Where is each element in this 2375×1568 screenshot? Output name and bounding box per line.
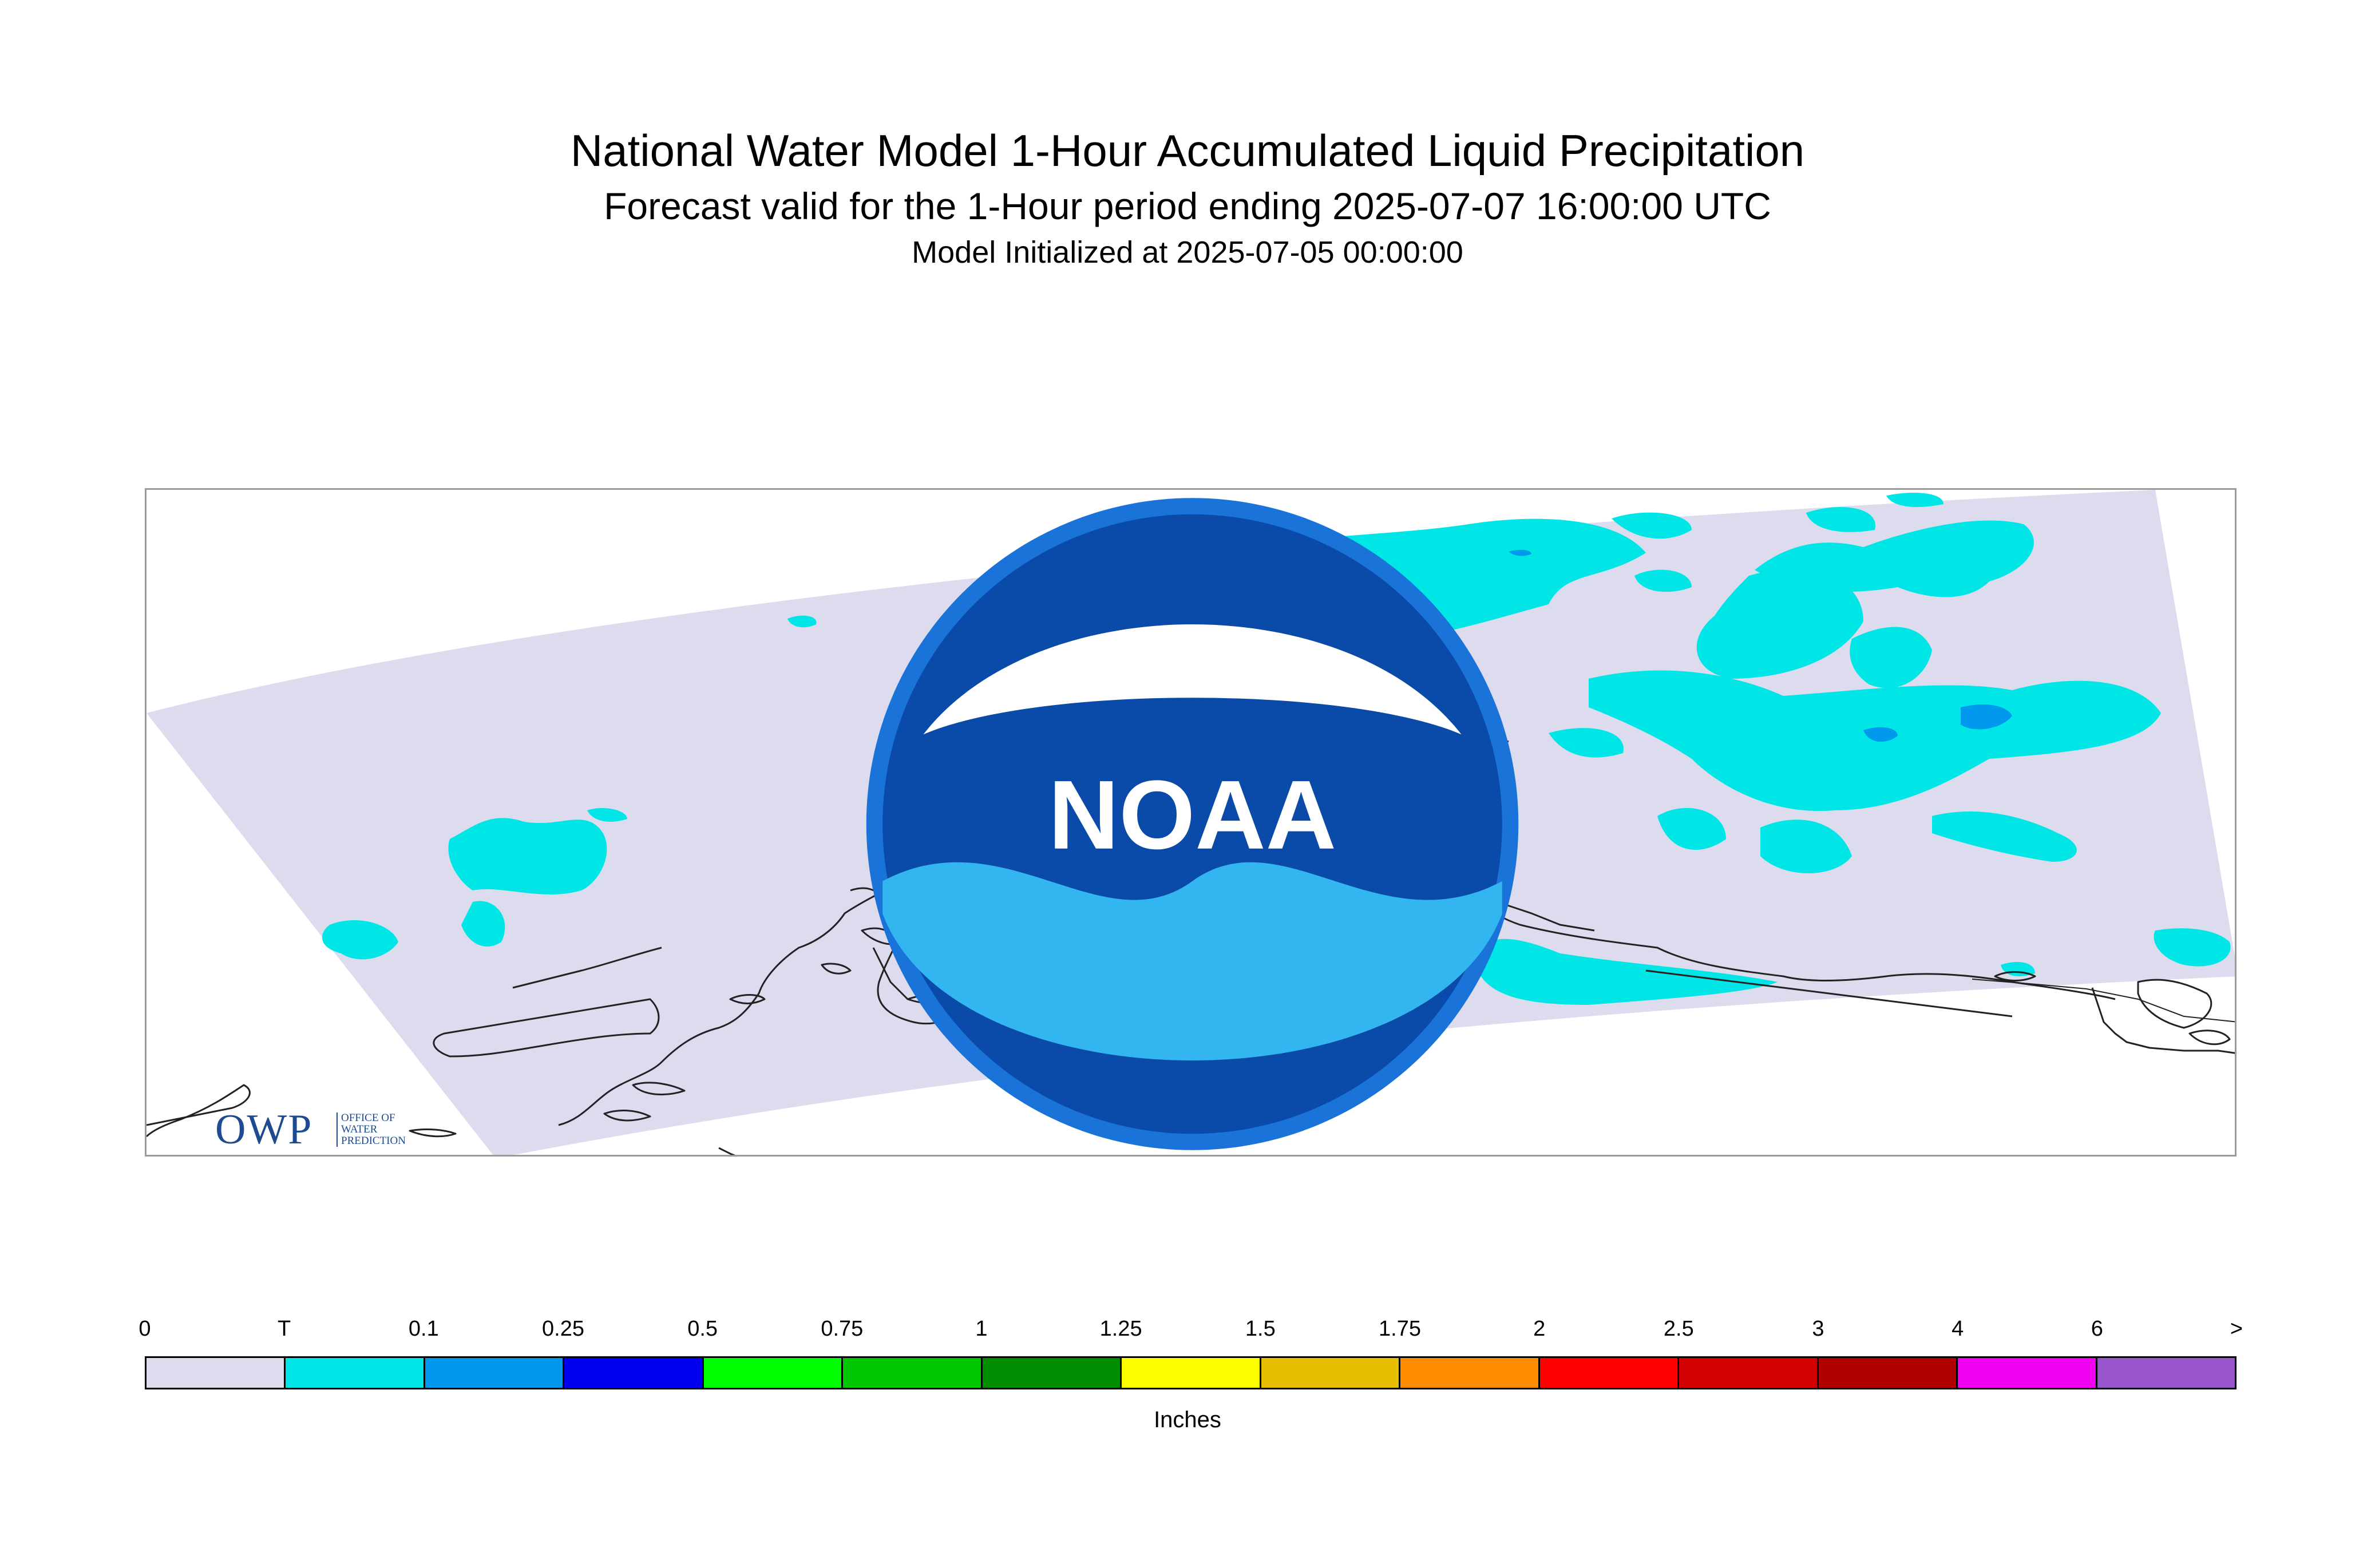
legend-swatch <box>982 1358 1122 1388</box>
legend-label: 1.25 <box>1099 1317 1142 1341</box>
legend-swatch <box>1400 1358 1540 1388</box>
noaa-logo: NOAA <box>866 498 1519 1150</box>
trace-precip-area <box>1886 493 1943 507</box>
legend-colorbar <box>145 1356 2237 1389</box>
coastline <box>512 947 662 989</box>
coastline <box>2188 1030 2231 1046</box>
coastline <box>2091 987 2235 1054</box>
legend-swatch <box>286 1358 425 1388</box>
legend-label: 2.5 <box>1663 1317 1694 1341</box>
coastline <box>718 1147 736 1155</box>
owp-logo-text-line: PREDICTION <box>341 1135 406 1147</box>
trace-precip-area <box>1850 627 1932 688</box>
legend-label: 1 <box>975 1317 988 1341</box>
trace-precip-area <box>1932 811 2077 862</box>
coastline <box>1645 969 2013 1017</box>
trace-precip-area <box>2154 928 2231 967</box>
owp-logo-text-line: WATER <box>341 1123 378 1135</box>
coastline <box>2137 979 2212 1029</box>
coastline <box>147 1084 251 1138</box>
coastline <box>821 963 852 975</box>
owp-logo-text: OFFICE OF WATER PREDICTION <box>337 1112 433 1147</box>
legend-label: 1.75 <box>1379 1317 1421 1341</box>
legend-label: 0 <box>138 1317 151 1341</box>
legend-label: 6 <box>2091 1317 2103 1341</box>
legend-label: 4 <box>1952 1317 1964 1341</box>
legend-swatch <box>147 1358 286 1388</box>
owp-logo: OWP OFFICE OF WATER PREDICTION <box>215 1108 421 1154</box>
legend-label: 0.25 <box>542 1317 584 1341</box>
coastline <box>1994 971 2036 981</box>
trace-precip-area <box>587 807 627 822</box>
border-line <box>1972 979 2235 1023</box>
trace-precip-area <box>322 920 398 960</box>
trace-precip-area <box>1634 569 1692 592</box>
legend-label: 2 <box>1533 1317 1546 1341</box>
legend-swatch <box>1261 1358 1401 1388</box>
coastline <box>632 1082 686 1096</box>
coastline <box>433 998 660 1058</box>
noaa-logo-text: NOAA <box>1048 761 1336 870</box>
legend-label: T <box>278 1317 291 1341</box>
trace-precip-area <box>787 615 817 628</box>
trace-precip-area <box>1657 807 1726 850</box>
light-precip-area <box>1863 727 1898 742</box>
legend-swatch <box>703 1358 844 1388</box>
trace-precip-area <box>1760 819 1852 873</box>
owp-logo-mark: OWP <box>215 1106 313 1153</box>
trace-precip-area <box>1806 507 1875 532</box>
map-title: National Water Model 1-Hour Accumulated … <box>570 125 1805 176</box>
owp-logo-text-line: OFFICE OF <box>341 1112 395 1124</box>
legend-swatch <box>1818 1358 1958 1388</box>
trace-precip-area <box>1549 728 1624 758</box>
legend-swatch <box>1539 1358 1680 1388</box>
legend-swatch <box>564 1358 704 1388</box>
legend-label: > <box>2230 1317 2243 1341</box>
legend-swatch <box>843 1358 983 1388</box>
legend-label: 0.1 <box>408 1317 439 1341</box>
legend-labels: 0 T 0.1 0.25 0.5 0.75 1 1.25 1.5 1.75 2 2.5 3 4 6 > <box>0 1316 2375 1351</box>
coastline <box>729 994 766 1004</box>
trace-precip-area <box>1755 520 2034 597</box>
trace-precip-area <box>1696 569 1863 679</box>
trace-precip-area <box>1612 512 1692 539</box>
trace-precip-area <box>461 901 505 947</box>
map-panel: OWP OFFICE OF WATER PREDICTION NOAA <box>145 488 2237 1157</box>
light-precip-area <box>1509 549 1531 556</box>
legend-swatch <box>2097 1358 2235 1388</box>
light-precip-area <box>1961 704 2012 730</box>
model-init-time: Model Initialized at 2025-07-05 00:00:00 <box>912 235 1463 270</box>
legend-swatch <box>425 1358 565 1388</box>
coastline <box>603 1110 651 1122</box>
trace-precip-area <box>1476 939 1778 1005</box>
trace-precip-area <box>448 818 607 895</box>
legend-label: 3 <box>1812 1317 1824 1341</box>
map-subtitle: Forecast valid for the 1-Hour period end… <box>604 185 1771 227</box>
legend-label: 0.75 <box>821 1317 864 1341</box>
legend-swatch <box>1122 1358 1261 1388</box>
coastline <box>872 947 909 1000</box>
coastline <box>409 1129 457 1138</box>
legend-swatch <box>1679 1358 1819 1388</box>
legend-label: 1.5 <box>1245 1317 1276 1341</box>
legend-label: 0.5 <box>687 1317 718 1341</box>
legend-swatch <box>1958 1358 2097 1388</box>
legend-units: Inches <box>1154 1407 1221 1432</box>
